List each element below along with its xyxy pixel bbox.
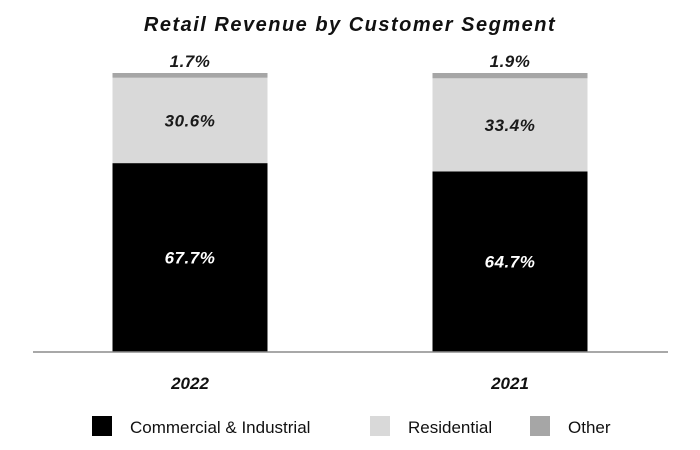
legend-swatch-residential: [370, 416, 390, 436]
data-label-2022-residential: 30.6%: [165, 111, 216, 130]
legend-label-residential: Residential: [408, 418, 492, 437]
bar-2021-other: [432, 73, 588, 79]
data-label-2022-commercial-industrial: 67.7%: [165, 249, 216, 268]
chart-title: Retail Revenue by Customer Segment: [144, 14, 556, 36]
bar-2022-other: [112, 73, 268, 78]
category-label-2022: 2022: [170, 374, 209, 393]
bar-2021-residential: [432, 78, 588, 172]
legend-label-commercial-industrial: Commercial & Industrial: [130, 418, 310, 437]
data-label-2022-other: 1.7%: [170, 52, 211, 71]
bar-2022-commercial-industrial: [112, 163, 268, 352]
plot-area: 67.7% 30.6% 1.7% 64.7% 33.4% 1.9%: [112, 52, 588, 352]
bar-2022-residential: [112, 77, 268, 164]
legend-swatch-other: [530, 416, 550, 436]
legend: Commercial & Industrial Residential Other: [92, 416, 611, 437]
category-label-2021: 2021: [490, 374, 529, 393]
legend-label-other: Other: [568, 418, 611, 437]
category-labels: 2022 2021: [170, 374, 529, 393]
bar-2021-commercial-industrial: [432, 171, 588, 352]
data-label-2021-other: 1.9%: [490, 52, 531, 71]
legend-swatch-commercial-industrial: [92, 416, 112, 436]
data-label-2021-residential: 33.4%: [485, 116, 536, 135]
data-label-2021-commercial-industrial: 64.7%: [485, 253, 536, 272]
